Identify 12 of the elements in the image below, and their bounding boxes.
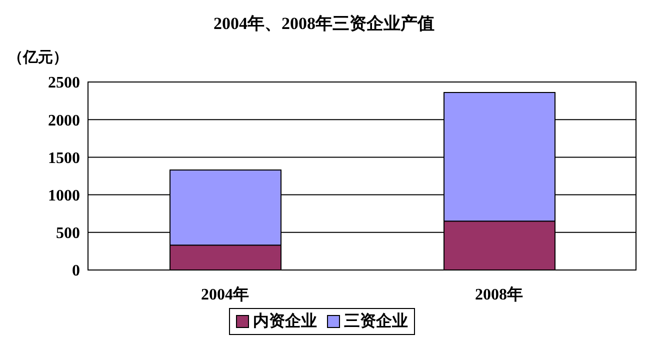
legend-label: 内资企业 — [253, 312, 317, 332]
y-tick-label: 1000 — [48, 187, 80, 204]
y-tick-label: 2500 — [48, 74, 80, 92]
legend-label: 三资企业 — [344, 312, 408, 332]
y-axis-title: （亿元） — [8, 48, 68, 67]
chart-title: 2004年、2008年三资企业产值 — [212, 13, 436, 35]
y-tick-label: 2000 — [48, 112, 80, 130]
y-tick-label: 1500 — [48, 150, 80, 167]
x-tick-label: 2004年 — [201, 285, 249, 304]
y-tick-label: 500 — [56, 225, 80, 242]
x-tick-label: 2008年 — [475, 285, 523, 304]
y-tick-label: 0 — [72, 262, 80, 280]
